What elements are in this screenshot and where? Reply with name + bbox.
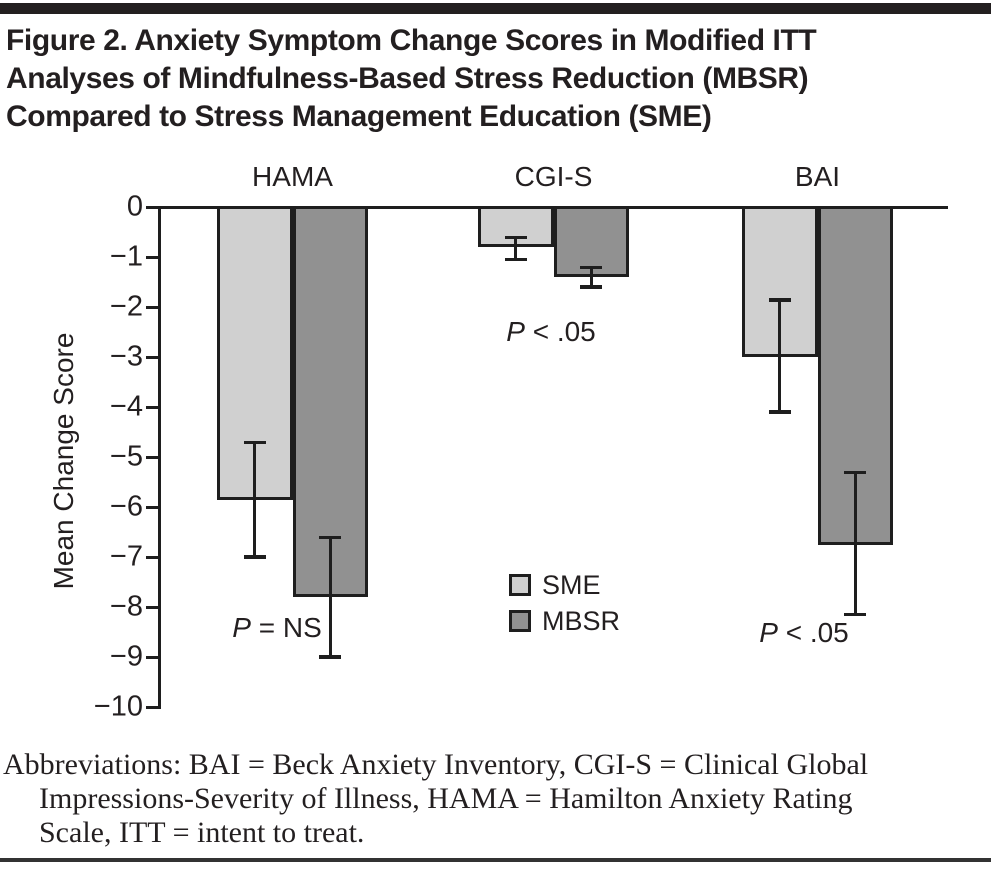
error-bar-hama-sme-cap-bottom (243, 555, 266, 559)
y-tick (146, 705, 160, 709)
category-label-bai: BAI (794, 161, 841, 192)
p-value-text: < .05 (524, 316, 596, 347)
legend-row-sme: SME (509, 569, 620, 600)
figure-title: Figure 2. Anxiety Symptom Change Scores … (6, 22, 986, 136)
y-tick (146, 205, 160, 209)
y-tick (146, 555, 160, 559)
error-bar-cgis-sme-cap-bottom (504, 257, 527, 261)
legend-swatch-sme (509, 574, 531, 596)
y-tick-label: −1 (109, 240, 143, 273)
bottom-rule (0, 858, 991, 862)
y-tick (146, 655, 160, 659)
category-label-cgi-s: CGI-S (514, 161, 593, 192)
figure-title-line-3: Compared to Stress Management Education … (6, 100, 712, 133)
error-bar-bai-sme-cap-top (768, 298, 791, 302)
p-value-text: < .05 (777, 617, 849, 648)
error-bar-hama-mbsr-cap-bottom (319, 655, 342, 659)
chart-legend: SME MBSR (509, 569, 621, 636)
abbreviations-line-3: Scale, ITT = intent to treat. (39, 816, 365, 849)
y-tick (146, 255, 160, 259)
error-bar-bai-mbsr-cap-top (844, 470, 867, 474)
legend-label-sme: SME (542, 569, 601, 600)
y-tick (146, 355, 160, 359)
y-tick (146, 455, 160, 459)
y-tick-label: −3 (109, 340, 143, 373)
abbreviations-line-1: Abbreviations: BAI = Beck Anxiety Invent… (3, 748, 869, 781)
bar-hama-mbsr (292, 206, 368, 597)
error-bar-hama-sme-line (253, 442, 257, 557)
legend-row-mbsr: MBSR (509, 605, 621, 636)
error-bar-cgis-mbsr-line (589, 267, 593, 287)
y-tick-label: −7 (109, 540, 143, 573)
abbreviations-note: Abbreviations: BAI = Beck Anxiety Invent… (3, 748, 988, 850)
y-tick-label: 0 (126, 190, 143, 223)
bar-cgis-mbsr (553, 206, 629, 277)
error-bar-hama-mbsr-cap-top (319, 535, 342, 539)
error-bar-bai-sme-cap-bottom (768, 410, 791, 414)
bar-chart: Mean Change Score SME MBSR HAMA CGI-S BAI 0−… (48, 161, 948, 723)
error-bar-bai-mbsr-cap-bottom (844, 612, 867, 616)
y-tick (146, 405, 160, 409)
y-tick-label: −2 (109, 290, 143, 323)
category-label-hama: HAMA (252, 161, 333, 192)
y-tick-label: −9 (109, 640, 143, 673)
y-tick (146, 505, 160, 509)
top-rule (0, 3, 991, 14)
p-value-text: = NS (250, 612, 322, 643)
y-tick (146, 605, 160, 609)
figure-title-line-2: Analyses of Mindfulness-Based Stress Red… (6, 62, 809, 95)
y-tick-label: −8 (109, 590, 143, 623)
y-tick-label: −4 (109, 390, 143, 423)
p-value-label-bai: P < .05 (759, 617, 849, 649)
error-bar-cgis-sme-line (514, 237, 518, 260)
y-tick-label: −6 (109, 490, 143, 523)
p-symbol: P (506, 316, 525, 347)
p-symbol: P (232, 612, 251, 643)
y-tick (146, 305, 160, 309)
y-tick-label: −5 (109, 440, 143, 473)
error-bar-bai-mbsr-line (853, 472, 857, 615)
error-bar-hama-mbsr-line (328, 537, 332, 657)
error-bar-bai-sme-line (778, 299, 782, 412)
y-tick-label: −10 (93, 690, 143, 723)
p-value-label-hama: P = NS (232, 612, 322, 644)
p-value-label-cgis: P < .05 (506, 316, 596, 348)
figure-title-line-1: Figure 2. Anxiety Symptom Change Scores … (6, 24, 817, 57)
error-bar-hama-sme-cap-top (243, 440, 266, 444)
p-symbol: P (759, 617, 778, 648)
legend-swatch-mbsr (509, 610, 531, 632)
error-bar-cgis-mbsr-cap-top (580, 265, 603, 269)
error-bar-cgis-sme-cap-top (504, 235, 527, 239)
abbreviations-line-2: Impressions-Severity of Illness, HAMA = … (39, 782, 853, 815)
error-bar-cgis-mbsr-cap-bottom (580, 285, 603, 289)
legend-label-mbsr: MBSR (542, 605, 621, 636)
